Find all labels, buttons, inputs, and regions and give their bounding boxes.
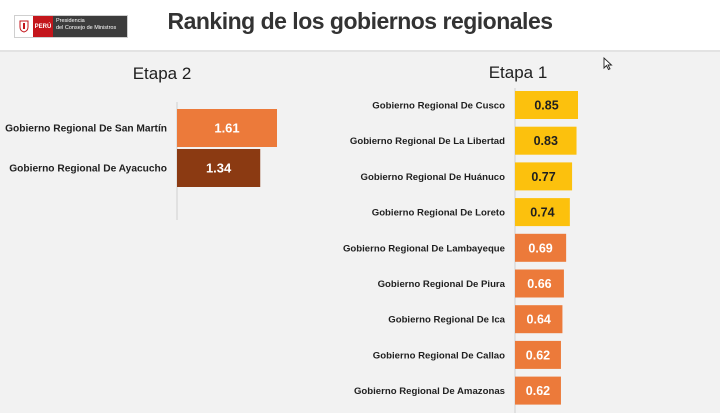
mouse-cursor-icon [603, 57, 613, 71]
logo-institution: Presidencia del Consejo de Ministros [53, 16, 127, 37]
page-title: Ranking de los gobiernos regionales [167, 8, 553, 34]
data-label: 0.77 [531, 170, 555, 184]
category-label: Gobierno Regional De Callao [373, 350, 505, 361]
category-label: Gobierno Regional De Ica [388, 315, 505, 326]
category-label: Gobierno Regional De Amazonas [354, 386, 505, 397]
category-label: Gobierno Regional De Cusco [372, 101, 505, 112]
chart-panel [0, 52, 720, 413]
category-label: Gobierno Regional De La Libertad [350, 136, 505, 147]
bar [515, 376, 561, 405]
pcm-logo: PERÚ Presidencia del Consejo de Ministro… [14, 15, 128, 38]
data-label: 0.74 [530, 206, 554, 220]
bar [515, 269, 564, 298]
data-label: 1.34 [206, 161, 232, 176]
bar [515, 162, 573, 191]
logo-institution-line1: Presidencia [56, 18, 85, 24]
bar [515, 305, 563, 334]
bar [515, 198, 570, 227]
category-label: Gobierno Regional De Lambayeque [343, 243, 505, 254]
bar [515, 126, 577, 155]
data-label: 0.66 [527, 277, 551, 291]
category-label: Gobierno Regional De Piura [378, 279, 506, 290]
data-label: 0.62 [526, 348, 550, 362]
coat-of-arms-icon [15, 16, 33, 37]
data-label: 0.64 [527, 313, 551, 327]
logo-country: PERÚ [33, 16, 53, 37]
bar [177, 149, 261, 187]
category-label: Gobierno Regional De Ayacucho [9, 164, 167, 175]
header-divider [0, 50, 720, 52]
header: PERÚ Presidencia del Consejo de Ministro… [0, 0, 720, 50]
logo-institution-line2: del Consejo de Ministros [56, 25, 117, 31]
data-label: 1.61 [214, 121, 239, 136]
data-label: 0.69 [528, 241, 552, 255]
category-label: Gobierno Regional De Huánuco [361, 172, 506, 183]
data-label: 0.83 [534, 134, 558, 148]
bar [515, 340, 561, 369]
chart-title-1: Etapa 2 [133, 64, 192, 83]
chart-title-2: Etapa 1 [489, 63, 548, 82]
data-label: 0.85 [534, 99, 558, 113]
bar [515, 233, 567, 262]
bar [177, 109, 277, 147]
category-label: Gobierno Regional De San Martín [5, 124, 167, 135]
data-label: 0.62 [526, 384, 550, 398]
category-label: Gobierno Regional De Loreto [372, 208, 505, 219]
bar [515, 91, 578, 119]
